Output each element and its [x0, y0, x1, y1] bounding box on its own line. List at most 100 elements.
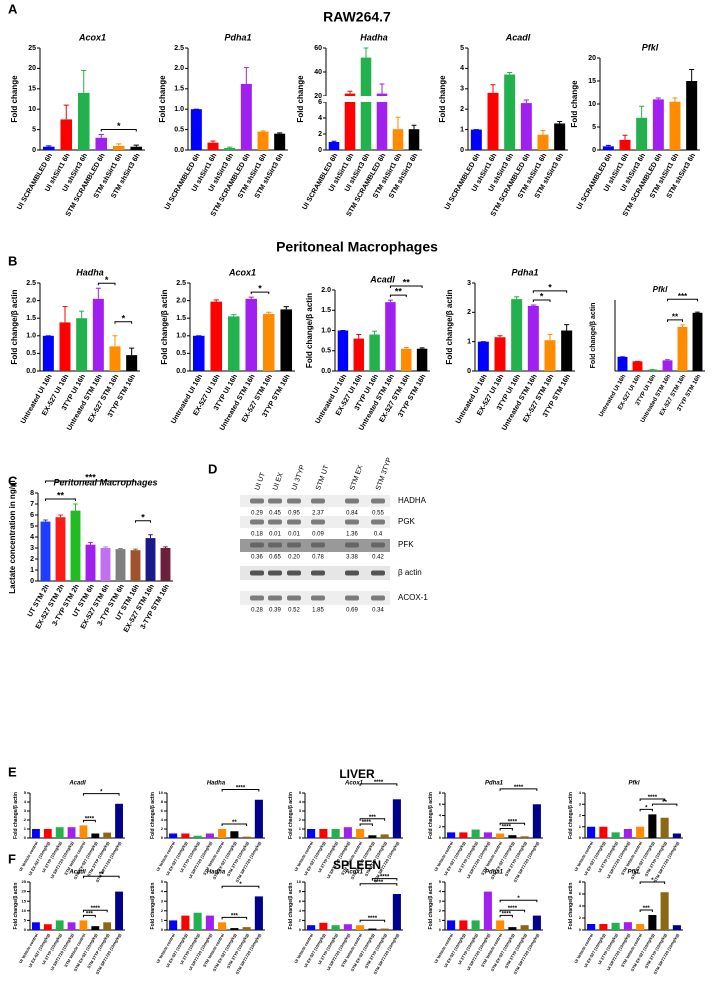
y-axis-label: Fold change/β actin [568, 883, 574, 930]
error-bar [118, 548, 123, 550]
y-tick-label: 10 [297, 879, 302, 884]
y-tick-label: 7 [30, 501, 34, 508]
bar [43, 924, 52, 930]
bar [55, 517, 66, 581]
band [371, 595, 385, 601]
band [311, 595, 325, 601]
band-quantification: 3.38 [346, 555, 358, 561]
y-axis-label: Fold change/β actin [305, 293, 314, 368]
band-quantification: 0.84 [346, 511, 358, 517]
significance-label: **** [368, 916, 378, 922]
section-title: SPLEEN [333, 858, 381, 872]
significance-label: *** [643, 906, 651, 912]
error-bar [148, 534, 153, 539]
significance-bracket [114, 321, 133, 324]
y-tick-label: 10 [588, 101, 596, 108]
bar [401, 348, 412, 371]
bar [59, 322, 71, 371]
bar [392, 129, 404, 150]
y-tick-label: 0 [439, 835, 442, 840]
section-title: Peritoneal Macrophages [276, 239, 438, 255]
significance-label: **** [362, 820, 372, 826]
y-axis-label: Fold change [158, 75, 167, 123]
error-bar [540, 130, 546, 135]
significance-bracket [97, 282, 116, 286]
bar [91, 833, 100, 838]
band-quantification: 0.20 [288, 555, 300, 561]
bar [160, 548, 171, 581]
significance-label: **** [508, 819, 518, 825]
error-bar [129, 347, 135, 356]
bar [67, 827, 76, 838]
bar [587, 924, 596, 930]
bar [611, 922, 620, 930]
band-quantification: 0.36 [251, 555, 263, 561]
y-tick-label: 0.0 [26, 368, 36, 375]
band [311, 519, 325, 525]
chart-title: Acadl [505, 32, 531, 42]
band [268, 595, 282, 601]
significance-bracket [82, 909, 108, 913]
significance-bracket [651, 803, 678, 807]
y-tick-label: 8 [161, 799, 164, 804]
error-bar [403, 347, 409, 349]
bar [619, 139, 631, 150]
y-tick-label: 4 [579, 790, 582, 795]
error-bar [163, 546, 168, 548]
error-bar [266, 311, 272, 314]
y-axis-label: Fold change/β actin [10, 289, 19, 364]
error-bar [388, 299, 393, 303]
significance-label: *** [85, 473, 96, 483]
band-label: PFK [398, 540, 414, 549]
significance-bracket [359, 818, 386, 821]
significance-bracket [389, 294, 407, 298]
significance-label: * [122, 313, 126, 323]
error-bar [133, 548, 138, 551]
y-tick-label: 6 [30, 512, 34, 519]
bar [652, 99, 664, 150]
significance-bracket [499, 822, 526, 826]
y-tick-label: 4 [439, 813, 442, 818]
band [311, 570, 325, 576]
y-tick-label: 4 [30, 534, 34, 541]
y-tick-label: 4 [299, 799, 302, 804]
significance-bracket [221, 823, 248, 826]
bar [207, 142, 219, 150]
error-bar [622, 134, 628, 140]
band-label: β actin [398, 568, 422, 577]
bar [218, 829, 227, 838]
chart-title: Acox1 [78, 32, 106, 42]
y-axis-label: Fold change/β actin [160, 289, 169, 364]
y-axis-label: Fold change/β actin [150, 883, 156, 930]
bar [471, 829, 480, 838]
y-tick-label: 1 [460, 126, 464, 133]
significance-label: **** [91, 906, 101, 912]
panel-label: C [8, 473, 18, 488]
significance-label: **** [514, 785, 524, 791]
significance-bracket [45, 480, 136, 483]
y-tick-label: 1.0 [321, 327, 331, 334]
band [287, 595, 301, 601]
bar [254, 896, 263, 930]
significance-bracket [532, 299, 551, 302]
bar [319, 922, 328, 930]
bar [245, 298, 258, 371]
error-bar [231, 314, 237, 317]
y-tick-label: 0 [592, 147, 596, 154]
significance-bracket [135, 520, 151, 523]
bar [60, 119, 73, 150]
bar [662, 360, 673, 371]
y-axis-label: Lactate concentration in ng/µl [8, 480, 17, 594]
bar [660, 892, 669, 930]
bar [648, 915, 657, 930]
band [250, 542, 264, 548]
bar [520, 925, 529, 930]
y-tick-label: 6 [318, 99, 322, 106]
error-bar [95, 287, 101, 299]
bar [230, 928, 239, 930]
y-tick-label: 0 [439, 927, 442, 932]
significance-label: * [540, 292, 544, 302]
error-bar [112, 335, 118, 347]
bar [483, 832, 492, 838]
y-tick-label: 0 [24, 927, 27, 932]
